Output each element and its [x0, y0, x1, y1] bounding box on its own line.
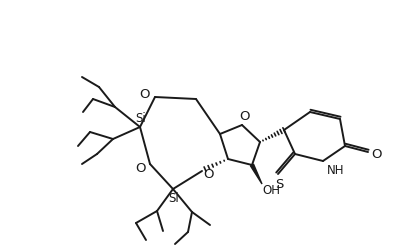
Text: O: O [140, 87, 150, 100]
Text: O: O [372, 147, 382, 160]
Text: Si: Si [135, 112, 146, 125]
Text: NH: NH [327, 163, 345, 176]
Text: O: O [204, 167, 214, 180]
Text: O: O [240, 109, 250, 122]
Text: Si: Si [168, 192, 179, 205]
Text: OH: OH [262, 184, 280, 197]
Text: O: O [136, 161, 146, 174]
Text: S: S [275, 178, 283, 191]
Polygon shape [250, 164, 262, 184]
